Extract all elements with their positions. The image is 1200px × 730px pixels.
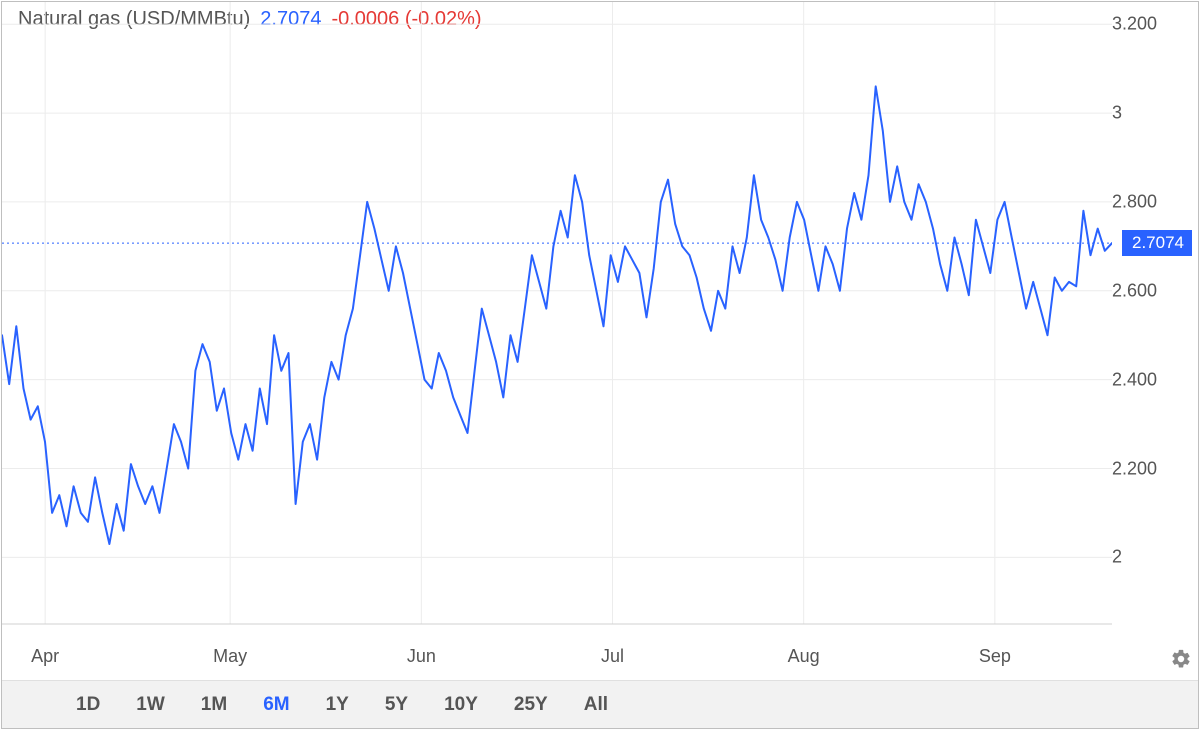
current-price-badge: 2.7074 [1122,230,1192,256]
y-tick-label: 3 [1112,103,1122,124]
range-6m[interactable]: 6M [245,688,307,722]
y-tick-label: 2.400 [1112,369,1157,390]
range-10y[interactable]: 10Y [426,688,496,722]
time-range-selector: 1D1W1M6M1Y5Y10Y25YAll [2,680,1198,728]
range-1m[interactable]: 1M [183,688,245,722]
range-25y[interactable]: 25Y [496,688,566,722]
x-tick-label: Jul [601,646,624,667]
x-tick-label: Apr [31,646,59,667]
y-tick-label: 2 [1112,547,1122,568]
y-tick-label: 2.600 [1112,280,1157,301]
x-tick-label: Aug [788,646,820,667]
x-tick-label: May [213,646,247,667]
x-tick-label: Sep [979,646,1011,667]
range-all[interactable]: All [566,688,626,722]
settings-button[interactable] [1170,648,1192,670]
range-5y[interactable]: 5Y [367,688,426,722]
range-1w[interactable]: 1W [118,688,183,722]
chart-area[interactable] [2,2,1112,642]
range-1y[interactable]: 1Y [308,688,367,722]
x-axis-labels: Apr May Jun Jul Aug Sep [2,642,1112,672]
x-tick-label: Jun [407,646,436,667]
y-tick-label: 2.800 [1112,191,1157,212]
y-tick-label: 3.200 [1112,14,1157,35]
y-axis-labels: 2 2.200 2.400 2.600 2.800 3 3.200 2.7074 [1112,0,1192,640]
gear-icon [1170,648,1192,670]
range-1d[interactable]: 1D [58,688,118,722]
price-line-chart [2,2,1112,642]
y-tick-label: 2.200 [1112,458,1157,479]
